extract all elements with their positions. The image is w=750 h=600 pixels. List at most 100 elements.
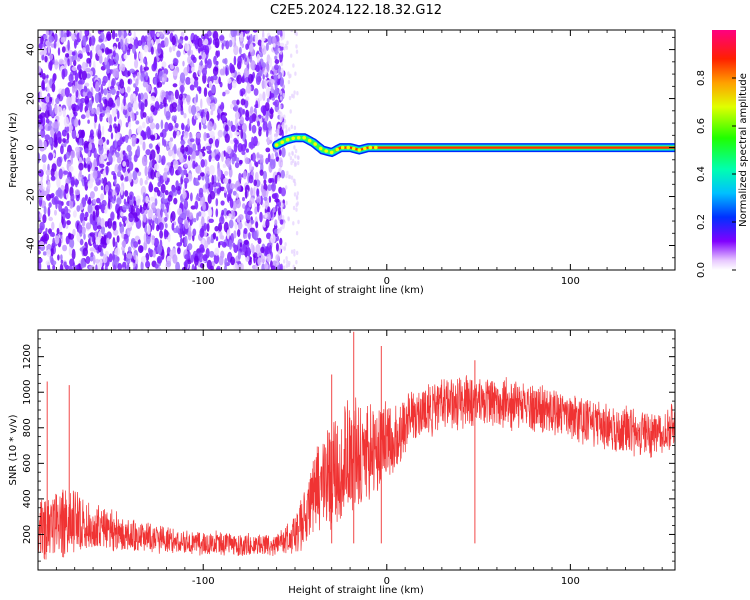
noise-mark [137,171,142,177]
noise-mark [239,37,244,42]
noise-mark [153,237,159,248]
noise-mark [202,117,206,124]
noise-mark [171,35,176,46]
noise-mark [120,174,124,181]
noise-mark [168,90,172,96]
noise-mark [94,113,98,123]
noise-mark [184,219,189,230]
noise-mark [46,193,51,201]
noise-mark [235,157,240,163]
noise-mark [114,126,119,134]
noise-mark [143,202,147,211]
track-hot [334,146,675,152]
noise-mark [200,159,205,168]
noise-mark [245,43,249,50]
noise-mark [279,226,283,231]
noise-mark [290,53,293,58]
noise-mark [42,49,47,55]
noise-mark [143,57,146,64]
noise-mark [53,121,59,129]
noise-mark [267,87,270,98]
noise-mark [187,259,192,265]
noise-mark [107,190,111,196]
noise-mark [46,174,50,182]
noise-mark [52,264,56,270]
noise-mark [208,208,213,217]
noise-mark [171,185,176,193]
noise-mark [185,94,191,103]
noise-mark [104,47,110,55]
noise-mark [85,67,91,73]
noise-mark [170,211,176,222]
noise-mark [66,30,70,38]
noise-mark [295,44,298,49]
noise-mark [183,177,189,184]
noise-mark [275,242,279,252]
noise-mark [58,58,64,65]
noise-mark [268,178,272,184]
noise-mark [289,109,292,114]
noise-mark [270,79,275,84]
y-tick-label: 600 [22,454,33,473]
noise-mark [85,110,90,118]
noise-mark [41,54,45,61]
noise-mark [161,155,166,166]
noise-mark [266,253,272,263]
noise-mark [297,219,300,225]
noise-mark [253,230,258,241]
noise-mark [154,217,159,225]
noise-mark [274,55,278,61]
spectrogram-noise [38,30,300,270]
noise-mark [265,147,271,153]
noise-mark [64,182,69,194]
y-tick-label: 200 [22,525,33,544]
noise-mark [245,109,250,118]
noise-mark [198,211,202,217]
noise-mark [115,151,120,158]
noise-mark [208,154,212,163]
noise-mark [224,89,230,95]
noise-mark [223,150,226,157]
noise-mark [173,143,177,155]
track-peak [324,149,329,153]
noise-mark [147,209,153,220]
noise-mark [161,77,165,83]
noise-mark [122,267,126,270]
noise-mark [39,89,43,100]
noise-mark [274,219,278,227]
noise-mark [112,237,116,248]
noise-mark [267,35,273,45]
noise-mark [192,228,197,237]
noise-mark [193,255,199,266]
noise-mark [89,50,93,60]
noise-mark [201,239,205,245]
noise-mark [202,67,207,77]
noise-mark [263,179,267,185]
noise-mark [98,38,103,43]
noise-mark [46,83,50,93]
noise-mark [292,94,295,99]
noise-mark [60,254,63,261]
noise-mark [183,112,187,119]
noise-mark [266,97,270,104]
noise-mark [241,75,245,82]
x-tick-label: -100 [192,276,215,287]
noise-mark [83,157,86,163]
noise-mark [78,119,81,126]
noise-mark [279,78,284,87]
noise-mark [255,244,261,255]
noise-mark [133,252,137,260]
noise-mark [278,168,281,173]
noise-mark [123,53,128,60]
noise-mark [280,61,283,67]
noise-mark [51,83,56,93]
noise-mark [114,138,117,149]
noise-mark [159,132,164,138]
noise-mark [188,224,192,233]
noise-mark [221,42,224,50]
noise-mark [117,171,122,178]
noise-mark [38,257,43,264]
noise-mark [232,242,236,248]
noise-mark [206,223,210,232]
noise-mark [122,42,126,52]
